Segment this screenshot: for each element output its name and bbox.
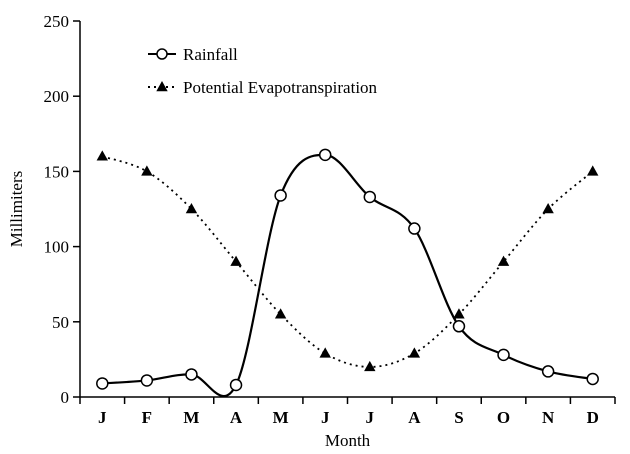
x-tick-label: M — [183, 408, 199, 427]
y-axis-label: Millimiters — [7, 171, 26, 248]
data-point — [587, 165, 598, 175]
data-point — [453, 321, 464, 332]
series-line — [102, 155, 592, 396]
x-axis-label: Month — [325, 431, 371, 450]
y-tick-label: 200 — [44, 87, 70, 106]
x-tick-label: J — [366, 408, 375, 427]
data-point — [320, 347, 331, 357]
data-point — [97, 378, 108, 389]
series-evapotranspiration — [97, 150, 599, 371]
data-point — [186, 203, 197, 213]
x-tick-label: J — [321, 408, 330, 427]
data-point — [231, 379, 242, 390]
x-tick-label: J — [98, 408, 107, 427]
data-point — [409, 223, 420, 234]
data-point — [498, 349, 509, 360]
data-point — [498, 256, 509, 266]
legend-item-evapotranspiration: Potential Evapotranspiration — [148, 78, 378, 97]
data-point — [186, 369, 197, 380]
data-point — [97, 150, 108, 160]
legend-marker-rainfall — [157, 49, 167, 59]
x-tick-label: A — [408, 408, 421, 427]
data-point — [275, 308, 286, 318]
x-tick-label: F — [142, 408, 152, 427]
legend-item-rainfall: Rainfall — [148, 45, 238, 64]
legend-marker-evapotranspiration — [156, 81, 167, 91]
y-tick-label: 0 — [61, 388, 70, 407]
legend: Rainfall Potential Evapotranspiration — [148, 45, 378, 97]
y-tick-label: 50 — [52, 313, 69, 332]
y-tick-label: 250 — [44, 12, 70, 31]
legend-label-evapotranspiration: Potential Evapotranspiration — [183, 78, 378, 97]
data-point — [320, 149, 331, 160]
data-point — [275, 190, 286, 201]
legend-label-rainfall: Rainfall — [183, 45, 238, 64]
data-point — [409, 347, 420, 357]
x-tick-label: M — [273, 408, 289, 427]
x-tick-label: O — [497, 408, 510, 427]
data-point — [141, 375, 152, 386]
x-tick-label: D — [587, 408, 599, 427]
data-point — [587, 373, 598, 384]
x-tick-label: A — [230, 408, 243, 427]
x-tick-label: S — [454, 408, 463, 427]
data-point — [364, 191, 375, 202]
series-rainfall — [97, 149, 598, 396]
data-point — [141, 165, 152, 175]
y-ticks: 0 50 100 150 200 250 — [44, 12, 81, 407]
series-layer — [97, 149, 599, 396]
data-point — [543, 366, 554, 377]
y-tick-label: 150 — [44, 162, 70, 181]
x-tick-label: N — [542, 408, 555, 427]
y-tick-label: 100 — [44, 238, 70, 257]
series-line — [102, 156, 592, 367]
